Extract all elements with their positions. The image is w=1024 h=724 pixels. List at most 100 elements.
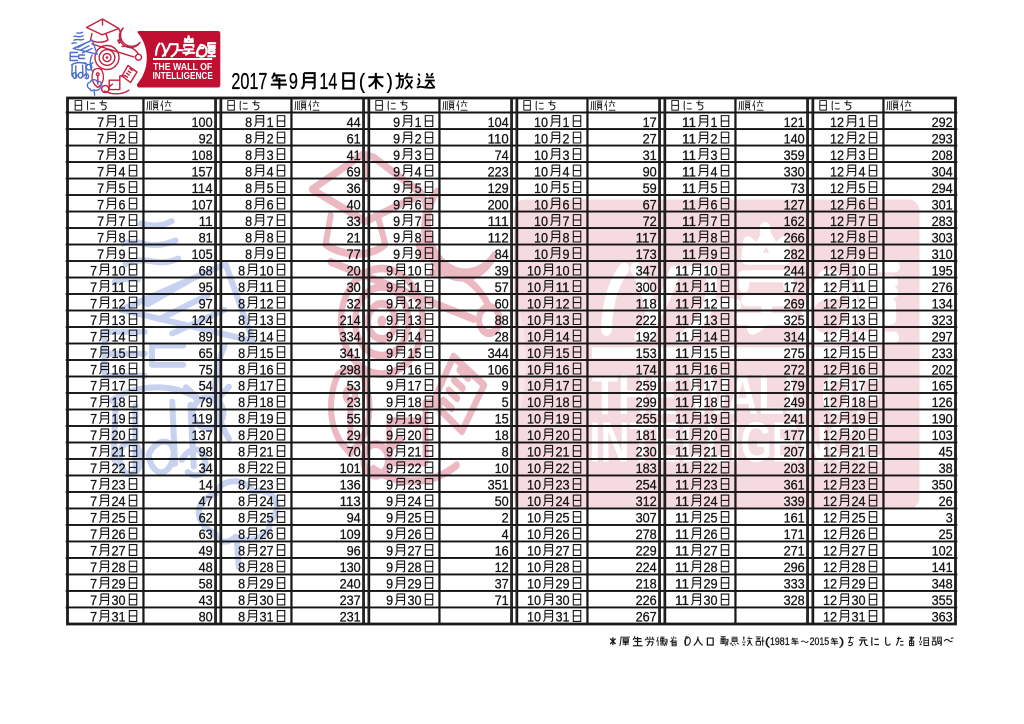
svg-text:8: 8 <box>238 312 245 328</box>
svg-text:27: 27 <box>643 130 657 146</box>
svg-text:9: 9 <box>386 493 393 509</box>
svg-text:108: 108 <box>192 147 213 163</box>
svg-text:328: 328 <box>784 592 805 608</box>
svg-text:8: 8 <box>238 460 245 476</box>
svg-text:3: 3 <box>859 147 866 163</box>
svg-text:8: 8 <box>245 196 252 212</box>
svg-text:7: 7 <box>90 312 97 328</box>
svg-text:11: 11 <box>675 328 689 344</box>
svg-text:8: 8 <box>245 213 252 229</box>
svg-text:63: 63 <box>199 526 213 542</box>
svg-text:48: 48 <box>199 559 213 575</box>
svg-text:25: 25 <box>112 510 126 526</box>
svg-text:4: 4 <box>711 163 718 179</box>
svg-text:9: 9 <box>386 411 393 427</box>
svg-text:11: 11 <box>675 543 689 559</box>
svg-text:27: 27 <box>260 543 274 559</box>
svg-text:31: 31 <box>556 609 570 625</box>
svg-text:28: 28 <box>260 559 274 575</box>
svg-text:113: 113 <box>340 493 361 509</box>
svg-text:8: 8 <box>502 444 509 460</box>
svg-text:104: 104 <box>488 114 509 130</box>
svg-text:195: 195 <box>932 262 953 278</box>
svg-text:70: 70 <box>347 444 361 460</box>
svg-text:12: 12 <box>830 180 844 196</box>
svg-text:2: 2 <box>267 130 274 146</box>
svg-text:28: 28 <box>704 559 718 575</box>
svg-text:330: 330 <box>784 163 805 179</box>
svg-text:49: 49 <box>199 543 213 559</box>
svg-text:121: 121 <box>784 114 805 130</box>
svg-text:233: 233 <box>932 345 953 361</box>
svg-text:298: 298 <box>340 361 361 377</box>
svg-text:12: 12 <box>556 295 570 311</box>
svg-text:38: 38 <box>939 460 953 476</box>
svg-text:12: 12 <box>830 246 844 262</box>
svg-text:183: 183 <box>636 460 657 476</box>
svg-text:8: 8 <box>238 493 245 509</box>
svg-text:16: 16 <box>408 361 422 377</box>
svg-text:59: 59 <box>643 180 657 196</box>
svg-text:10: 10 <box>556 262 570 278</box>
svg-text:22: 22 <box>112 460 126 476</box>
svg-text:11: 11 <box>675 510 689 526</box>
svg-text:10: 10 <box>527 378 541 394</box>
svg-text:23: 23 <box>112 477 126 493</box>
svg-text:40: 40 <box>347 196 361 212</box>
svg-text:10: 10 <box>527 576 541 592</box>
svg-text:7: 7 <box>90 444 97 460</box>
svg-text:27: 27 <box>704 543 718 559</box>
svg-text:19: 19 <box>556 411 570 427</box>
svg-text:255: 255 <box>636 411 657 427</box>
svg-text:294: 294 <box>932 180 953 196</box>
svg-text:8: 8 <box>238 444 245 460</box>
svg-text:15: 15 <box>495 411 509 427</box>
svg-text:3: 3 <box>946 510 953 526</box>
svg-text:11: 11 <box>675 312 689 328</box>
svg-text:23: 23 <box>260 477 274 493</box>
svg-text:279: 279 <box>784 378 805 394</box>
svg-text:9: 9 <box>393 163 400 179</box>
svg-text:19: 19 <box>852 411 866 427</box>
svg-text:10: 10 <box>527 444 541 460</box>
svg-text:11: 11 <box>682 213 696 229</box>
svg-text:95: 95 <box>199 279 213 295</box>
svg-text:9: 9 <box>859 246 866 262</box>
svg-text:12: 12 <box>830 196 844 212</box>
svg-text:27: 27 <box>408 543 422 559</box>
svg-text:19: 19 <box>704 411 718 427</box>
svg-text:18: 18 <box>408 394 422 410</box>
svg-text:7: 7 <box>415 213 422 229</box>
svg-text:9: 9 <box>386 592 393 608</box>
svg-text:12: 12 <box>823 609 837 625</box>
svg-text:9: 9 <box>711 246 718 262</box>
svg-text:9: 9 <box>393 180 400 196</box>
svg-text:7: 7 <box>90 609 97 625</box>
svg-text:29: 29 <box>260 576 274 592</box>
svg-text:12: 12 <box>260 295 274 311</box>
svg-text:10: 10 <box>408 262 422 278</box>
svg-text:7: 7 <box>97 196 104 212</box>
svg-text:25: 25 <box>260 510 274 526</box>
svg-text:2: 2 <box>563 130 570 146</box>
svg-text:28: 28 <box>408 559 422 575</box>
svg-text:300: 300 <box>636 279 657 295</box>
svg-text:126: 126 <box>932 394 953 410</box>
svg-text:165: 165 <box>932 378 953 394</box>
svg-text:65: 65 <box>199 345 213 361</box>
svg-text:292: 292 <box>932 114 953 130</box>
svg-text:271: 271 <box>784 543 805 559</box>
svg-text:8: 8 <box>238 477 245 493</box>
svg-text:31: 31 <box>260 609 274 625</box>
svg-text:): ) <box>839 636 844 648</box>
svg-text:241: 241 <box>784 411 805 427</box>
svg-text:21: 21 <box>704 444 718 460</box>
svg-text:10: 10 <box>534 213 548 229</box>
svg-text:26: 26 <box>939 493 953 509</box>
svg-text:12: 12 <box>495 559 509 575</box>
svg-text:2: 2 <box>119 130 126 146</box>
svg-text:15: 15 <box>704 345 718 361</box>
svg-text:10: 10 <box>527 559 541 575</box>
svg-text:12: 12 <box>823 477 837 493</box>
svg-text:21: 21 <box>347 229 361 245</box>
